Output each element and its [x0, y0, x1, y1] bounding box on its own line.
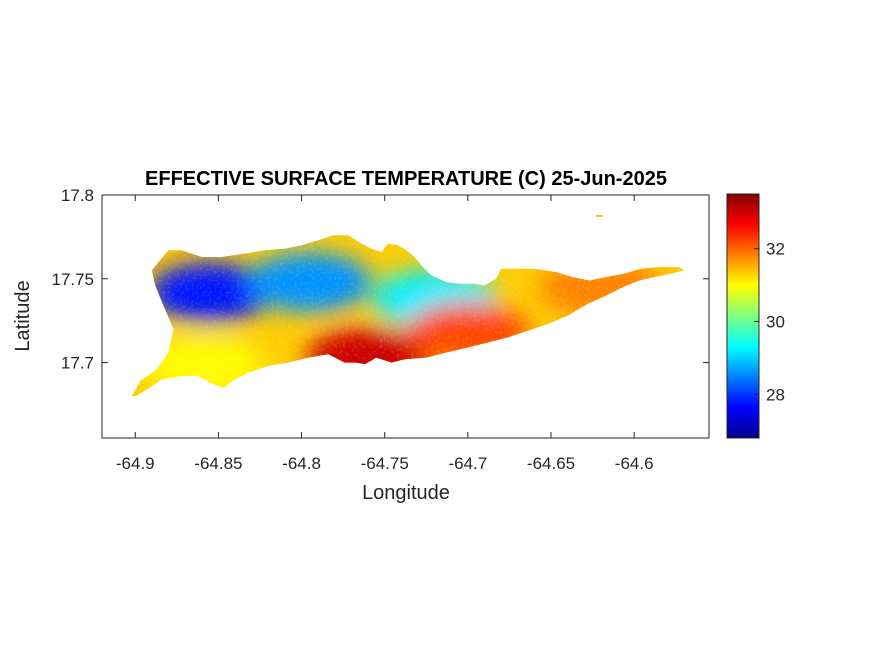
colorbar-tick-label: 32 — [766, 240, 785, 259]
y-tick-label: 17.7 — [61, 354, 94, 373]
colorbar: 28 30 32 — [726, 193, 785, 439]
x-axis-ticks: -64.9 -64.85 -64.8 -64.75 -64.7 -64.65 -64.6 — [116, 195, 654, 473]
y-tick-label: 17.8 — [61, 186, 94, 205]
colorbar-tick-label: 30 — [766, 312, 785, 331]
x-tick-label: -64.9 — [116, 454, 155, 473]
x-tick-label: -64.7 — [448, 454, 487, 473]
colorbar-bar — [726, 193, 760, 439]
x-tick-label: -64.8 — [282, 454, 321, 473]
y-tick-label: 17.75 — [51, 270, 94, 289]
x-tick-label: -64.85 — [194, 454, 242, 473]
islet-shape — [595, 215, 603, 217]
colorbar-tick-label: 28 — [766, 385, 785, 404]
chart-title: EFFECTIVE SURFACE TEMPERATURE (C) 25-Jun… — [145, 168, 667, 190]
axes-box — [101, 194, 710, 439]
x-tick-label: -64.65 — [527, 454, 575, 473]
colorbar-ticks: 28 30 32 — [754, 240, 785, 404]
x-tick-label: -64.6 — [615, 454, 654, 473]
y-axis-ticks: 17.7 17.75 17.8 — [51, 186, 709, 373]
x-tick-label: -64.75 — [361, 454, 409, 473]
x-axis-label: Longitude — [362, 482, 450, 504]
y-axis-label: Latitude — [12, 280, 34, 351]
